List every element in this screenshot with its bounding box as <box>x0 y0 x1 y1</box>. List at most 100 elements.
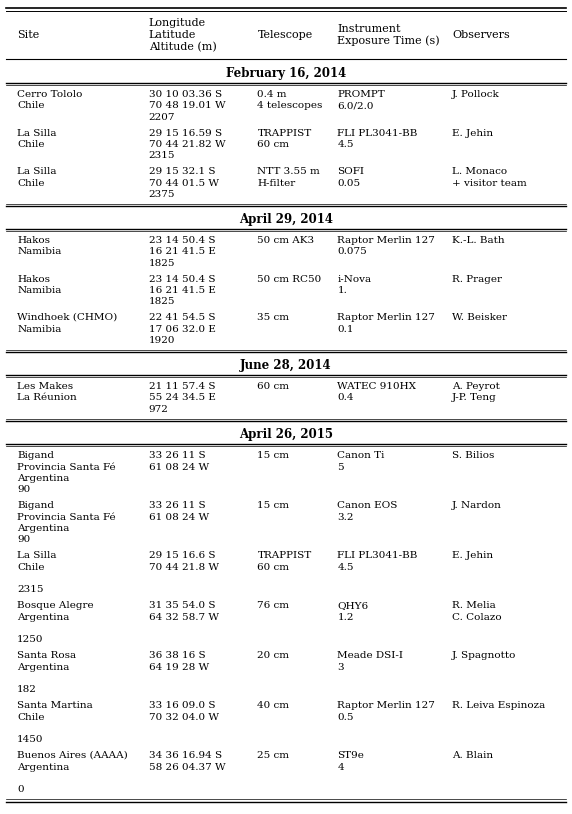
Text: TRAPPIST: TRAPPIST <box>257 551 312 560</box>
Text: 61 08 24 W: 61 08 24 W <box>149 513 209 522</box>
Text: i-Nova: i-Nova <box>337 274 372 283</box>
Text: 30 10 03.36 S: 30 10 03.36 S <box>149 90 222 99</box>
Text: 70 32 04.0 W: 70 32 04.0 W <box>149 712 219 721</box>
Text: La Silla: La Silla <box>17 129 57 138</box>
Text: + visitor team: + visitor team <box>452 178 527 187</box>
Text: 55 24 34.5 E: 55 24 34.5 E <box>149 393 216 402</box>
Text: E. Jehin: E. Jehin <box>452 129 493 138</box>
Text: 36 38 16 S: 36 38 16 S <box>149 651 205 660</box>
Text: Bosque Alegre: Bosque Alegre <box>17 601 94 610</box>
Text: Latitude: Latitude <box>149 30 196 40</box>
Text: R. Leiva Espinoza: R. Leiva Espinoza <box>452 701 545 710</box>
Text: 2315: 2315 <box>149 151 175 160</box>
Text: 33 26 11 S: 33 26 11 S <box>149 501 205 510</box>
Text: 1920: 1920 <box>149 336 175 345</box>
Text: La Silla: La Silla <box>17 551 57 560</box>
Text: 0.5: 0.5 <box>337 712 354 721</box>
Text: Hakos: Hakos <box>17 274 50 283</box>
Text: Windhoek (CHMO): Windhoek (CHMO) <box>17 313 117 322</box>
Text: Canon Ti: Canon Ti <box>337 451 385 460</box>
Text: 33 26 11 S: 33 26 11 S <box>149 451 205 460</box>
Text: 33 16 09.0 S: 33 16 09.0 S <box>149 701 215 710</box>
Text: K.-L. Bath: K.-L. Bath <box>452 236 505 245</box>
Text: Exposure Time (s): Exposure Time (s) <box>337 36 440 46</box>
Text: J. Nardon: J. Nardon <box>452 501 502 510</box>
Text: 182: 182 <box>17 685 37 694</box>
Text: Cerro Tololo: Cerro Tololo <box>17 90 82 99</box>
Text: Argentina: Argentina <box>17 612 70 622</box>
Text: Raptor Merlin 127: Raptor Merlin 127 <box>337 236 435 245</box>
Text: 1825: 1825 <box>149 259 175 268</box>
Text: 15 cm: 15 cm <box>257 451 289 460</box>
Text: 31 35 54.0 S: 31 35 54.0 S <box>149 601 215 610</box>
Text: Argentina: Argentina <box>17 663 70 672</box>
Text: C. Colazo: C. Colazo <box>452 612 502 622</box>
Text: 1825: 1825 <box>149 297 175 307</box>
Text: 1.: 1. <box>337 286 347 295</box>
Text: Instrument: Instrument <box>337 24 401 34</box>
Text: 4 telescopes: 4 telescopes <box>257 102 323 111</box>
Text: 35 cm: 35 cm <box>257 313 289 322</box>
Text: J-P. Teng: J-P. Teng <box>452 393 496 402</box>
Text: J. Spagnotto: J. Spagnotto <box>452 651 517 660</box>
Text: Namibia: Namibia <box>17 286 62 295</box>
Text: 2375: 2375 <box>149 190 175 199</box>
Text: 3.2: 3.2 <box>337 513 354 522</box>
Text: L. Monaco: L. Monaco <box>452 167 507 176</box>
Text: 1250: 1250 <box>17 636 43 645</box>
Text: Telescope: Telescope <box>257 30 313 40</box>
Text: 25 cm: 25 cm <box>257 751 289 760</box>
Text: Raptor Merlin 127: Raptor Merlin 127 <box>337 701 435 710</box>
Text: Argentina: Argentina <box>17 524 70 533</box>
Text: Buenos Aires (AAAA): Buenos Aires (AAAA) <box>17 751 128 760</box>
Text: 972: 972 <box>149 405 169 414</box>
Text: ST9e: ST9e <box>337 751 364 760</box>
Text: 0.4: 0.4 <box>337 393 354 402</box>
Text: Santa Rosa: Santa Rosa <box>17 651 76 660</box>
Text: Namibia: Namibia <box>17 325 62 334</box>
Text: W. Beisker: W. Beisker <box>452 313 507 322</box>
Text: 70 44 21.8 W: 70 44 21.8 W <box>149 562 219 571</box>
Text: Altitude (m): Altitude (m) <box>149 42 216 52</box>
Text: Bigand: Bigand <box>17 451 54 460</box>
Text: 50 cm AK3: 50 cm AK3 <box>257 236 315 245</box>
Text: 0.1: 0.1 <box>337 325 354 334</box>
Text: 60 cm: 60 cm <box>257 382 289 391</box>
Text: 5: 5 <box>337 462 344 471</box>
Text: Meade DSI-I: Meade DSI-I <box>337 651 403 660</box>
Text: 1.2: 1.2 <box>337 612 354 622</box>
Text: 2315: 2315 <box>17 585 43 594</box>
Text: NTT 3.55 m: NTT 3.55 m <box>257 167 320 176</box>
Text: 0: 0 <box>17 786 24 794</box>
Text: June 28, 2014: June 28, 2014 <box>240 359 332 372</box>
Text: 15 cm: 15 cm <box>257 501 289 510</box>
Text: 2207: 2207 <box>149 113 175 122</box>
Text: 4.5: 4.5 <box>337 562 354 571</box>
Text: 23 14 50.4 S: 23 14 50.4 S <box>149 274 215 283</box>
Text: 70 48 19.01 W: 70 48 19.01 W <box>149 102 225 111</box>
Text: Site: Site <box>17 30 39 40</box>
Text: 3: 3 <box>337 663 344 672</box>
Text: 16 21 41.5 E: 16 21 41.5 E <box>149 247 216 256</box>
Text: La Silla: La Silla <box>17 167 57 176</box>
Text: 40 cm: 40 cm <box>257 701 289 710</box>
Text: 0.4 m: 0.4 m <box>257 90 287 99</box>
Text: R. Prager: R. Prager <box>452 274 502 283</box>
Text: A. Peyrot: A. Peyrot <box>452 382 500 391</box>
Text: R. Melia: R. Melia <box>452 601 495 610</box>
Text: 58 26 04.37 W: 58 26 04.37 W <box>149 763 225 772</box>
Text: Argentina: Argentina <box>17 474 70 483</box>
Text: S. Bilios: S. Bilios <box>452 451 494 460</box>
Text: TRAPPIST: TRAPPIST <box>257 129 312 138</box>
Text: 29 15 16.59 S: 29 15 16.59 S <box>149 129 222 138</box>
Text: 50 cm RC50: 50 cm RC50 <box>257 274 321 283</box>
Text: Observers: Observers <box>452 30 510 40</box>
Text: Bigand: Bigand <box>17 501 54 510</box>
Text: 70 44 01.5 W: 70 44 01.5 W <box>149 178 219 187</box>
Text: Les Makes: Les Makes <box>17 382 73 391</box>
Text: Namibia: Namibia <box>17 247 62 256</box>
Text: 0.075: 0.075 <box>337 247 367 256</box>
Text: 17 06 32.0 E: 17 06 32.0 E <box>149 325 216 334</box>
Text: Provincia Santa Fé: Provincia Santa Fé <box>17 462 116 471</box>
Text: Hakos: Hakos <box>17 236 50 245</box>
